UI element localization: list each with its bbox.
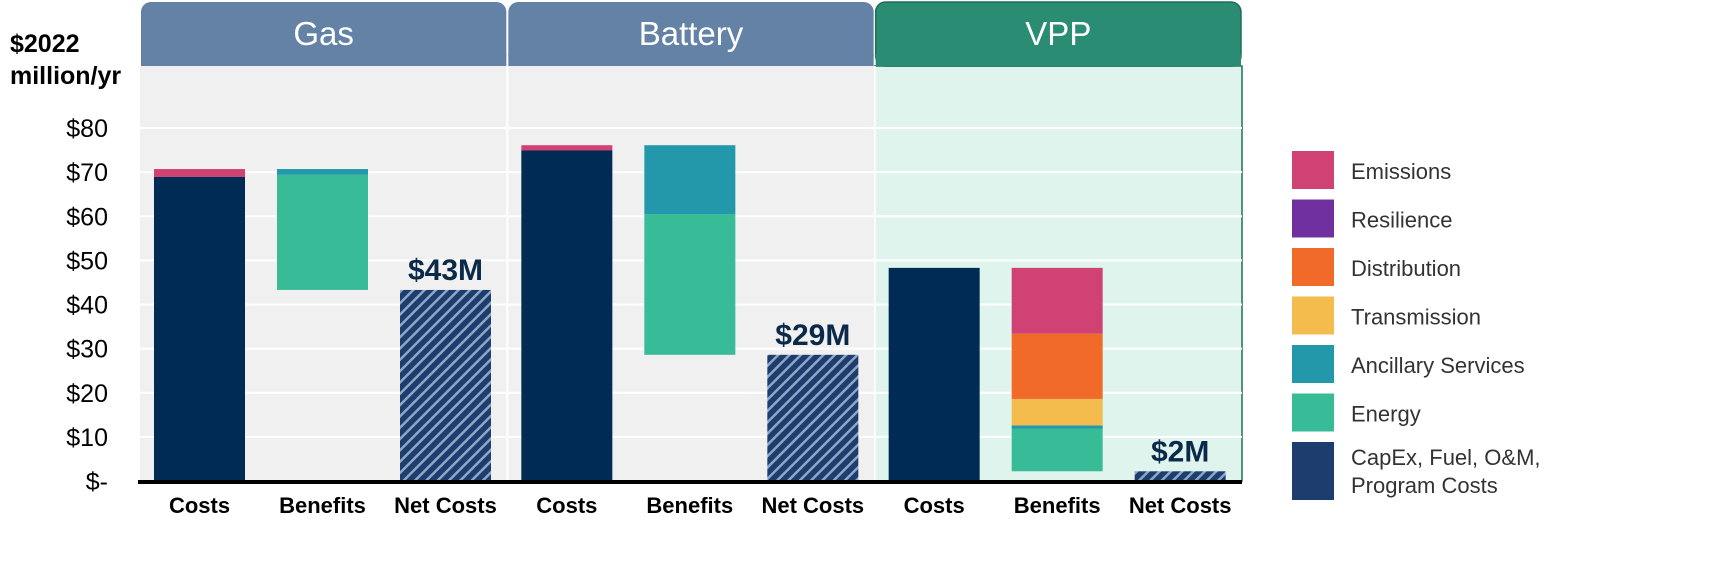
panel-header-gas <box>141 2 507 66</box>
bar-vpp-benefits-ancillary-services <box>1011 425 1103 429</box>
legend-swatch-energy <box>1292 393 1334 432</box>
x-category-label-vpp-benefits: Benefits <box>1014 493 1101 518</box>
x-category-label-battery-benefits: Benefits <box>646 493 733 518</box>
legend-label-emissions: Emissions <box>1351 159 1451 184</box>
x-category-label-battery-costs: Costs <box>536 493 597 518</box>
bar-gas-benefits-ancillary-services <box>277 169 368 175</box>
panel-title-gas: Gas <box>293 15 354 52</box>
data-label-battery-net-costs: $29M <box>775 319 850 352</box>
legend-swatch-distribution <box>1292 248 1334 286</box>
bar-vpp-costs-capex-fuel-o-m-program-costs <box>888 267 980 481</box>
x-category-label-gas-net-costs: Net Costs <box>394 493 497 518</box>
panel-header-base-battery <box>508 54 874 66</box>
bar-vpp-benefits-transmission <box>1011 398 1103 426</box>
legend-label-resilience: Resilience <box>1351 208 1453 233</box>
legend-label-distribution: Distribution <box>1351 256 1461 281</box>
panel-header-base-vpp <box>875 54 1241 66</box>
legend-label-capex-fuel-o-m-program-costs: CapEx, Fuel, O&M, Program Costs <box>1351 445 1541 498</box>
y-tick-label-10: $10 <box>66 424 108 452</box>
y-tick-label-70: $70 <box>66 159 108 187</box>
x-category-label-gas-costs: Costs <box>169 493 230 518</box>
x-category-label-vpp-net-costs: Net Costs <box>1129 493 1232 518</box>
panel-title-vpp: VPP <box>1025 15 1091 52</box>
bar-vpp-benefits-energy <box>1011 428 1103 472</box>
legend-swatch-resilience <box>1292 199 1334 238</box>
y-tick-label-0: $- <box>86 468 108 496</box>
bar-vpp-benefits-distribution <box>1011 333 1103 399</box>
legend-swatch-capex-fuel-o-m-program-costs <box>1292 442 1334 500</box>
legend-label-transmission: Transmission <box>1351 305 1481 330</box>
bar-vpp-net-costs <box>1134 471 1226 481</box>
y-tick-label-40: $40 <box>66 292 108 320</box>
legend-swatch-emissions <box>1292 151 1334 189</box>
bar-battery-costs-capex-fuel-o-m-program-costs <box>521 150 613 481</box>
x-category-label-battery-net-costs: Net Costs <box>761 493 864 518</box>
x-category-label-gas-benefits: Benefits <box>279 493 366 518</box>
y-axis-label: $2022 <box>10 30 80 58</box>
bar-battery-net-costs <box>767 354 859 481</box>
legend-swatch-ancillary-services <box>1292 345 1334 383</box>
panel-header-base-gas <box>141 54 507 66</box>
legend-label-energy: Energy <box>1351 402 1421 427</box>
bar-gas-costs-emissions <box>154 169 245 177</box>
panel-header-battery <box>508 2 874 66</box>
y-tick-label-50: $50 <box>66 247 108 275</box>
panel-title-battery: Battery <box>639 15 744 52</box>
y-tick-label-80: $80 <box>66 115 108 143</box>
y-tick-label-20: $20 <box>66 380 108 408</box>
bar-battery-benefits-energy <box>644 214 736 355</box>
bar-vpp-benefits-emissions <box>1011 267 1103 334</box>
legend-label-ancillary-services: Ancillary Services <box>1351 353 1525 378</box>
data-label-gas-net-costs: $43M <box>408 254 483 287</box>
legend-label-line: Program Costs <box>1351 473 1498 498</box>
y-axis-label: million/yr <box>10 62 121 90</box>
data-label-vpp-net-costs: $2M <box>1151 435 1209 468</box>
bar-gas-benefits-energy <box>277 174 368 290</box>
bar-battery-costs-emissions <box>521 145 613 151</box>
x-category-label-vpp-costs: Costs <box>904 493 965 518</box>
bar-gas-costs-capex-fuel-o-m-program-costs <box>154 176 245 481</box>
y-tick-label-30: $30 <box>66 336 108 364</box>
y-tick-label-60: $60 <box>66 203 108 231</box>
legend-label-line: CapEx, Fuel, O&M, <box>1351 445 1541 470</box>
legend-swatch-transmission <box>1292 296 1334 335</box>
bar-battery-benefits-ancillary-services <box>644 145 736 215</box>
bar-gas-net-costs <box>400 289 491 481</box>
